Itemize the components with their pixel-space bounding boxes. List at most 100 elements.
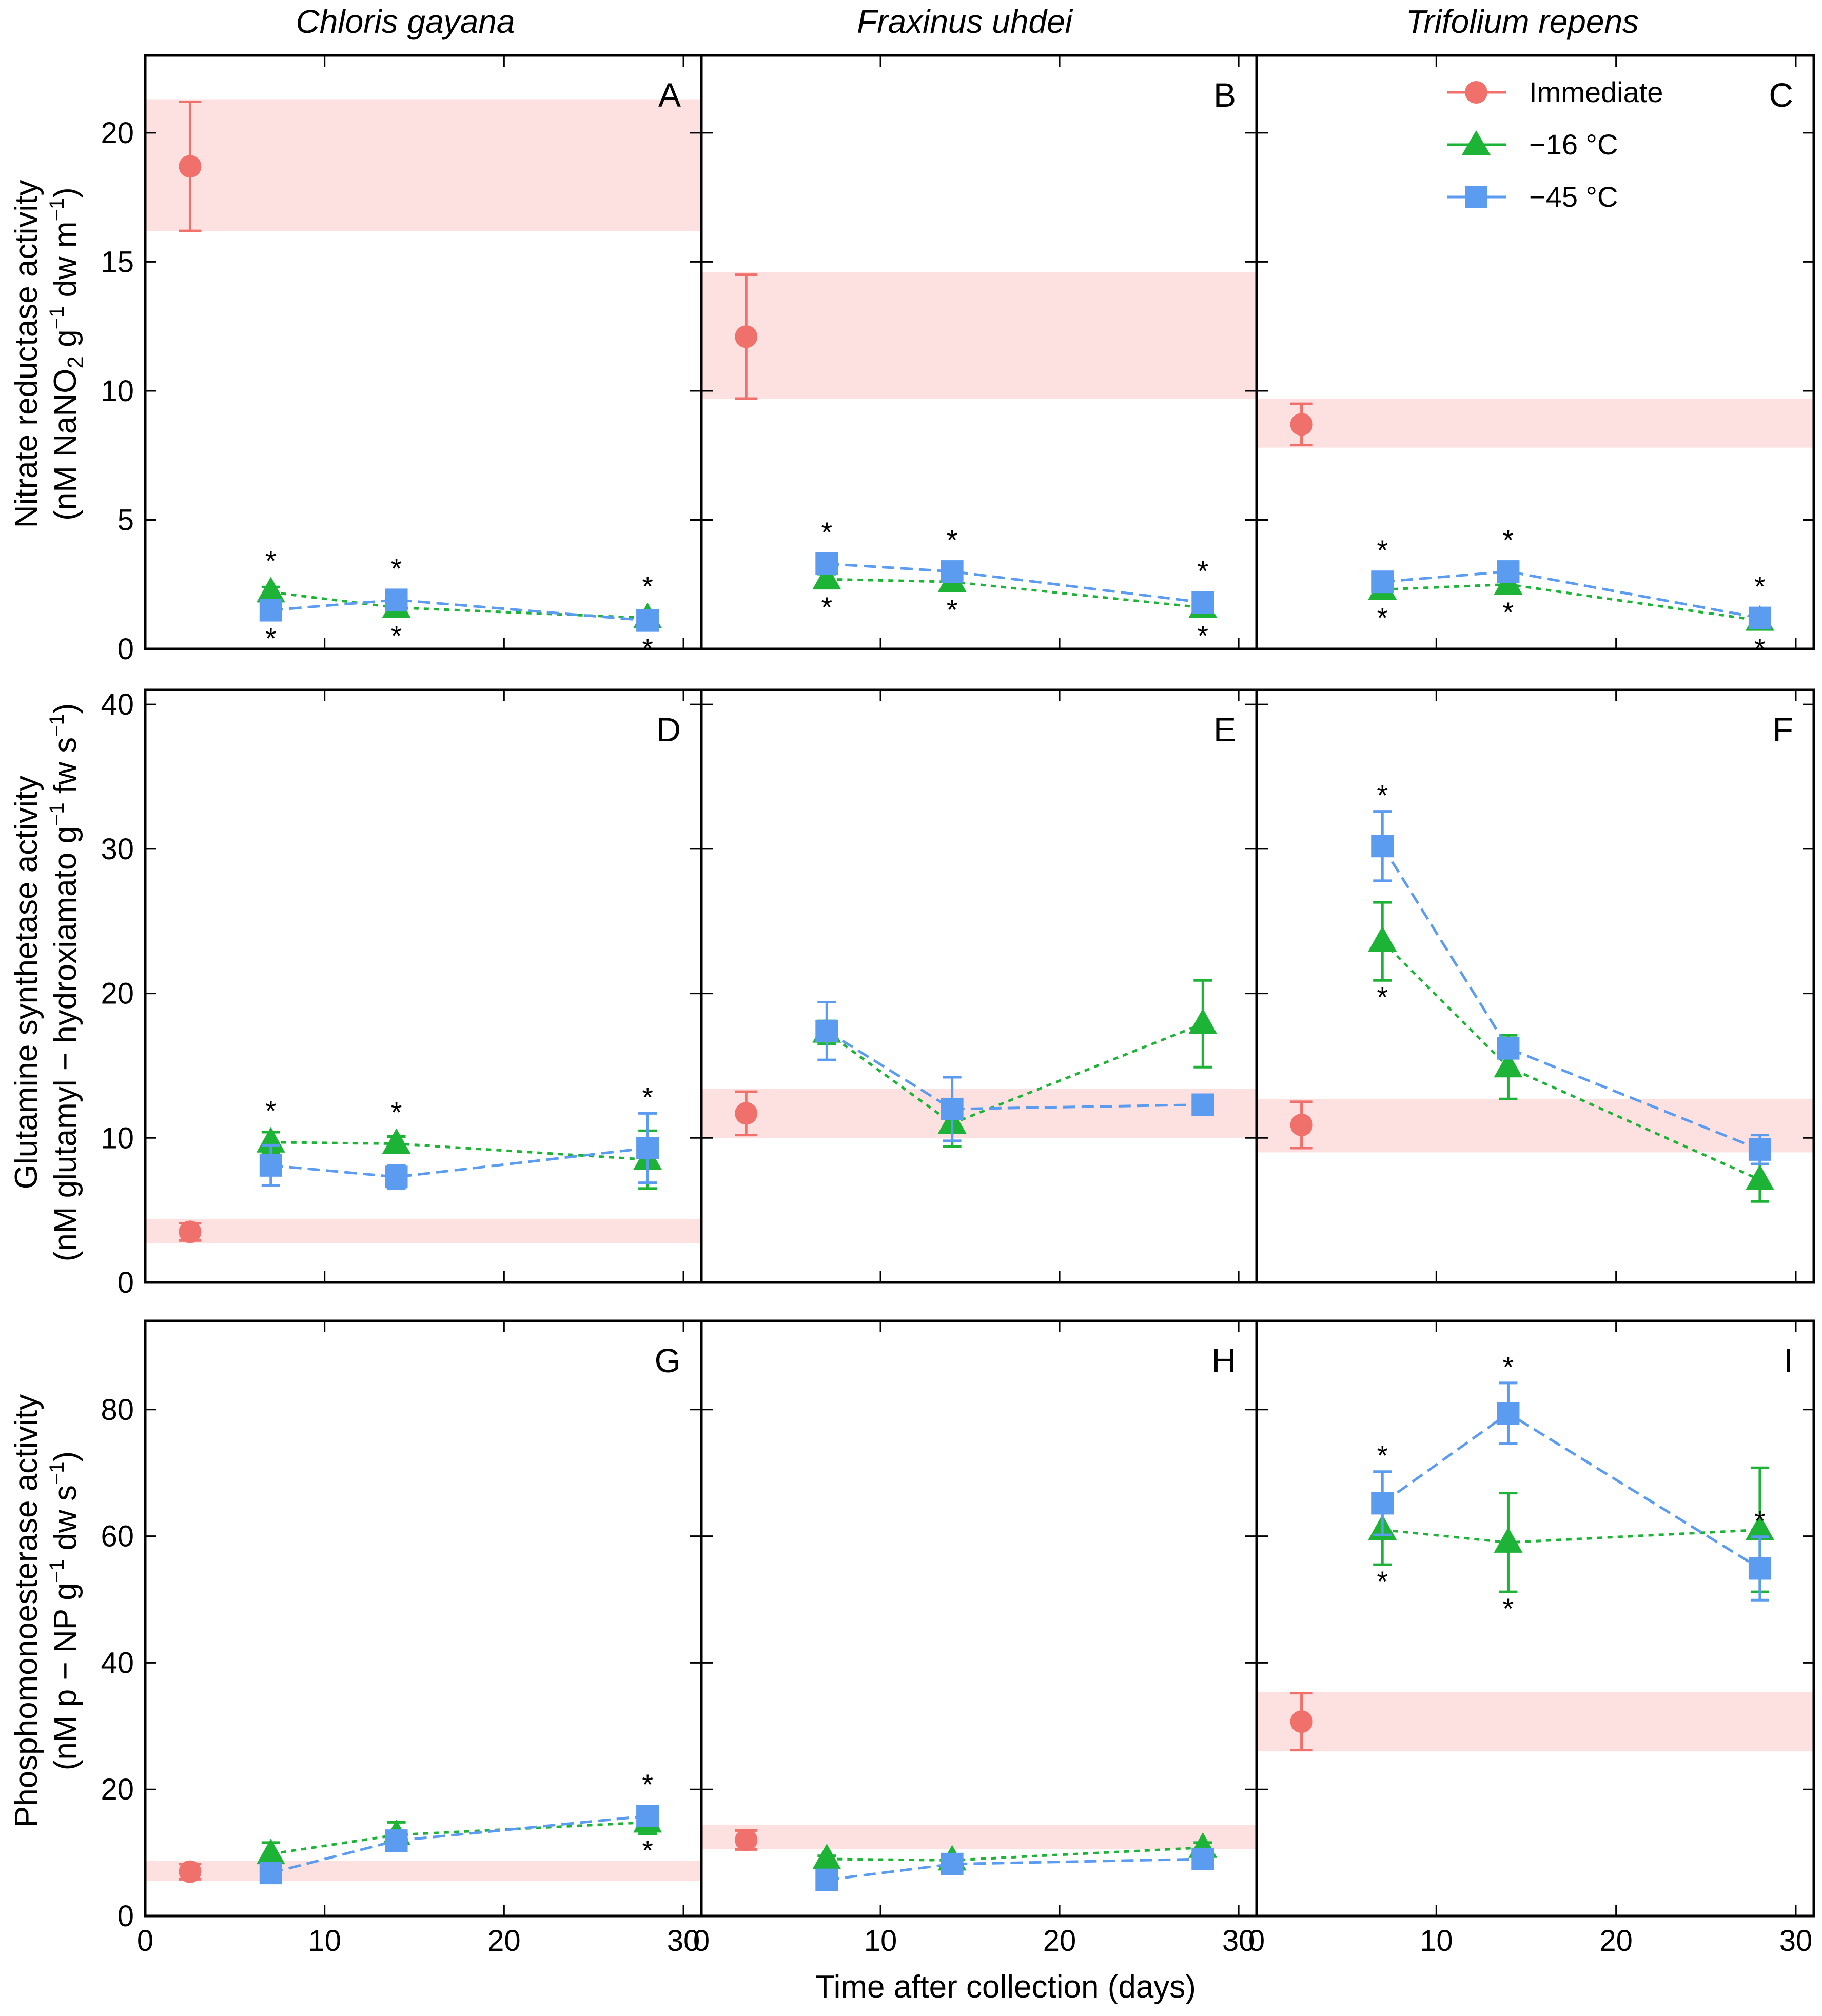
panel-d-ytick-label: 20 bbox=[101, 977, 134, 1011]
panel-f-significance-star: * bbox=[1377, 779, 1388, 812]
panel-f-m45-point bbox=[1748, 1138, 1771, 1161]
panel-d-m45-point bbox=[636, 1137, 659, 1160]
panel-c-m16-line bbox=[1382, 583, 1760, 622]
panel-i-xtick-label: 0 bbox=[1248, 1924, 1265, 1958]
panel-d-m45-point bbox=[259, 1154, 282, 1177]
panel-b-significance-star: * bbox=[947, 524, 958, 556]
panel-d: 0 10 20 30 40 D * * * bbox=[101, 688, 703, 1299]
panel-i-significance-star: * bbox=[1503, 1592, 1514, 1625]
panel-f-immediate-point bbox=[1290, 1113, 1313, 1136]
panel-f-m45-point bbox=[1497, 1037, 1520, 1060]
panel-h-xtick-label: 10 bbox=[864, 1924, 897, 1958]
panel-g-ytick-label: 40 bbox=[101, 1646, 134, 1679]
panel-e-m45-point bbox=[815, 1019, 838, 1042]
panel-e-m16-point bbox=[1188, 1008, 1218, 1034]
panel-d-ytick-label: 10 bbox=[101, 1121, 134, 1155]
panel-i-m45-point bbox=[1497, 1402, 1520, 1425]
panel-h-m45-point bbox=[941, 1852, 964, 1875]
panel-a-ytick-label: 20 bbox=[101, 116, 134, 150]
panel-b-m16-line bbox=[827, 578, 1203, 609]
panel-a-m45-line bbox=[270, 598, 648, 622]
panel-g-immediate-point bbox=[179, 1860, 202, 1883]
panel-d-m45-line bbox=[270, 1147, 648, 1178]
panel-b-significance-star: * bbox=[1197, 620, 1208, 652]
panel-d-significance-star: * bbox=[391, 1096, 402, 1129]
row3-ylabel-line1: Phosphomonoesterase activity bbox=[9, 1394, 44, 1827]
panel-d-ytick-label: 0 bbox=[117, 1266, 134, 1299]
panel-e: E bbox=[700, 688, 1258, 1284]
panel-b-significance-star: * bbox=[1197, 555, 1208, 587]
panel-a-significance-star: * bbox=[391, 620, 402, 652]
panel-g: 0 20 40 60 80 0 10 20 30 G * * bbox=[101, 1319, 703, 1958]
panel-c-significance-star: * bbox=[1503, 524, 1514, 556]
panel-g-m16-line bbox=[270, 1821, 648, 1855]
panel-c-m45-point bbox=[1371, 570, 1394, 594]
row3-ylabel-line2: (nM p − NP g−1 dw s−1) bbox=[46, 1451, 83, 1770]
panel-i-xtick-label: 10 bbox=[1420, 1924, 1453, 1958]
panel-b-significance-star: * bbox=[821, 516, 832, 548]
panel-e-frame bbox=[700, 688, 1258, 1284]
panel-i-significance-star: * bbox=[1377, 1565, 1388, 1597]
panel-i-frame bbox=[1255, 1319, 1815, 1918]
legend-immediate-marker bbox=[1465, 81, 1487, 104]
panel-h-xtick-label: 30 bbox=[1222, 1924, 1256, 1958]
panel-b-m16-point bbox=[812, 564, 841, 590]
panel-g-ytick-label: 20 bbox=[101, 1773, 134, 1806]
panel-g-xtick-label: 0 bbox=[137, 1924, 153, 1958]
panel-b-significance-star: * bbox=[821, 591, 832, 623]
panel-c: C* *** ** bbox=[1255, 54, 1815, 665]
panel-g-significance-star: * bbox=[642, 1834, 653, 1867]
panel-c-immediate-band bbox=[1257, 399, 1814, 448]
panel-b: B * * * * * * bbox=[700, 54, 1258, 652]
panel-a-significance-star: * bbox=[391, 552, 402, 584]
panel-e-m45-line bbox=[826, 1030, 1203, 1111]
panel-c-m45-point bbox=[1497, 560, 1520, 583]
legend-m16-label: −16 °C bbox=[1529, 128, 1618, 161]
panel-i-significance-star: * bbox=[1754, 1505, 1766, 1537]
panel-g-ytick-label: 60 bbox=[101, 1520, 134, 1553]
panel-a-ytick-label: 15 bbox=[101, 245, 134, 279]
panel-h-letter: H bbox=[1211, 1341, 1236, 1379]
legend-m16-marker bbox=[1462, 130, 1491, 155]
panel-c-significance-star: * bbox=[1377, 601, 1388, 634]
panel-e-m45-point bbox=[941, 1097, 964, 1120]
column-title-chloris: Chloris gayana bbox=[296, 3, 515, 40]
panel-g-ytick-label: 80 bbox=[101, 1393, 134, 1427]
panel-f-m16-point bbox=[1494, 1052, 1523, 1078]
panel-h: 0 10 20 30 H bbox=[693, 1319, 1258, 1958]
panel-f-significance-star: * bbox=[1377, 981, 1388, 1013]
panel-e-letter: E bbox=[1213, 710, 1236, 748]
x-axis-title: Time after collection (days) bbox=[815, 1969, 1196, 2005]
panel-d-m16-line bbox=[270, 1141, 648, 1161]
panel-i: 0 10 20 30 I * * * * * bbox=[1248, 1319, 1815, 1958]
panel-d-significance-star: * bbox=[265, 1095, 277, 1127]
panel-g-immediate-band bbox=[145, 1861, 701, 1882]
row1-ylabel-line1: Nitrate reductase activity bbox=[9, 180, 44, 528]
panel-g-m45-point bbox=[385, 1829, 408, 1852]
panel-g-xtick-label: 20 bbox=[487, 1924, 521, 1958]
panel-d-ytick-label: 40 bbox=[101, 688, 134, 721]
panel-d-significance-star: * bbox=[642, 1081, 653, 1113]
panel-f-m45-point bbox=[1371, 835, 1394, 858]
panel-e-m45-point bbox=[1191, 1093, 1214, 1116]
panel-a-significance-star: * bbox=[265, 544, 277, 577]
panel-i-xtick-label: 30 bbox=[1779, 1924, 1813, 1958]
panel-f-frame bbox=[1255, 688, 1815, 1284]
legend-m45-marker bbox=[1465, 186, 1487, 208]
row2-ylabel-line2: (nM glutamyl − hydroxiamato g−1 fw s−1) bbox=[46, 703, 83, 1262]
panel-g-letter: G bbox=[655, 1341, 681, 1379]
legend-immediate-label: Immediate bbox=[1529, 76, 1663, 108]
panel-c-letter: C bbox=[1769, 76, 1793, 114]
panel-h-xtick-label: 0 bbox=[693, 1924, 710, 1958]
legend-m45-label: −45 °C bbox=[1529, 181, 1618, 213]
panel-c-significance-star: * bbox=[1377, 534, 1388, 566]
panel-h-m45-point bbox=[815, 1868, 838, 1891]
panel-a-m45-point bbox=[636, 609, 659, 632]
row2-ylabel-line1: Glutamine synthetase activity bbox=[9, 776, 44, 1189]
panel-f: F * * bbox=[1255, 688, 1815, 1284]
panel-a-immediate-point bbox=[179, 155, 202, 178]
panel-i-m45-point bbox=[1371, 1492, 1394, 1515]
panel-c-m45-line bbox=[1382, 570, 1760, 620]
panel-g-m45-point bbox=[259, 1862, 282, 1885]
